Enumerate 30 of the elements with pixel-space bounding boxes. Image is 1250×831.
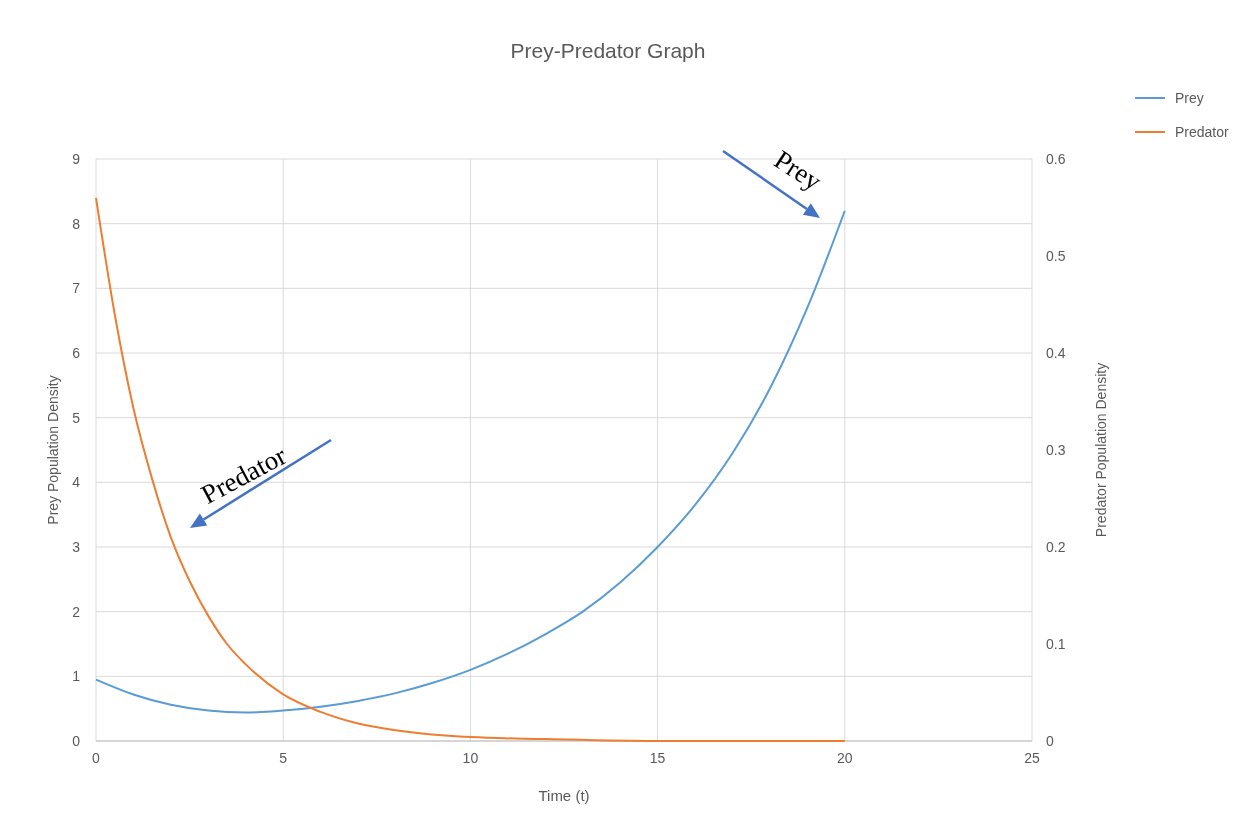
chart-title: Prey-Predator Graph [510, 39, 706, 62]
y2-tick-label: 0 [1046, 733, 1054, 749]
x-tick-label: 5 [279, 750, 288, 766]
y2-axis-title: Predator Population Density [1093, 362, 1109, 538]
x-tick-label: 25 [1024, 750, 1040, 766]
y-tick-label: 8 [72, 215, 81, 232]
y-tick-label: 4 [72, 474, 81, 491]
y2-tick-label: 0.5 [1046, 248, 1066, 264]
y2-tick-label: 0.3 [1046, 442, 1066, 458]
y-tick-label: 7 [72, 280, 81, 297]
legend-label: Prey [1175, 90, 1204, 106]
x-tick-label: 15 [649, 750, 666, 766]
y-tick-label: 5 [72, 409, 81, 426]
y-tick-label: 6 [72, 345, 81, 361]
y-tick-label: 0 [72, 733, 81, 749]
y-tick-label: 3 [72, 539, 81, 555]
y2-tick-label: 0.6 [1046, 151, 1066, 167]
y-tick-label: 1 [72, 668, 81, 685]
x-tick-label: 0 [92, 750, 101, 766]
y-tick-label: 2 [72, 603, 81, 620]
x-tick-label: 20 [837, 750, 853, 766]
y-axis-title: Prey Population Density [45, 375, 61, 525]
x-axis-title: Time (t) [538, 787, 590, 804]
legend-label: Predator [1175, 124, 1230, 140]
y2-tick-label: 0.1 [1046, 636, 1066, 652]
x-tick-label: 10 [462, 750, 479, 766]
y2-tick-label: 0.2 [1046, 539, 1066, 555]
y-tick-label: 9 [72, 151, 81, 167]
y2-tick-label: 0.4 [1046, 345, 1066, 361]
annotation: Prey [768, 144, 828, 197]
